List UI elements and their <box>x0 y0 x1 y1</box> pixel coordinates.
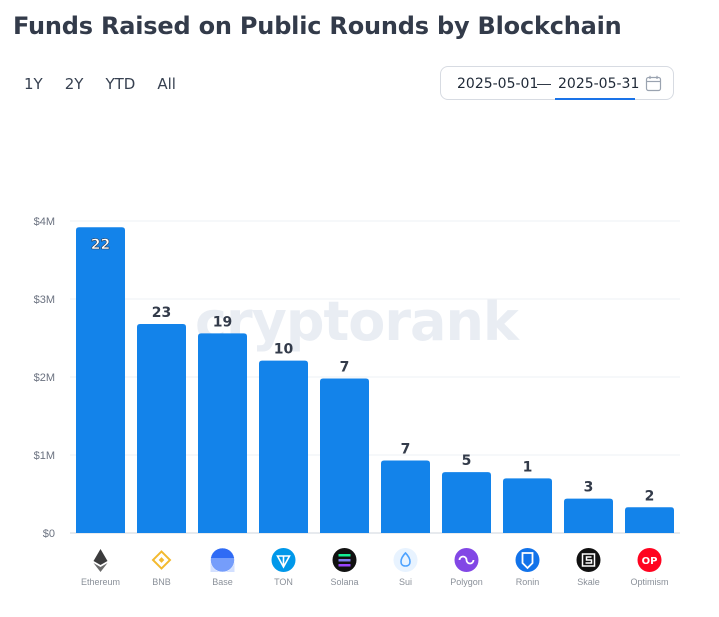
ethereum-icon <box>93 549 108 572</box>
bar-value-label: 22 <box>91 237 110 253</box>
x-tick-label: BNB <box>152 577 171 587</box>
x-tick-label: TON <box>274 577 293 587</box>
x-tick-label: Ethereum <box>81 577 120 587</box>
bar-bnb <box>137 323 186 533</box>
date-to-underline <box>555 98 635 100</box>
x-tick-label: Polygon <box>450 577 483 587</box>
range-2y-button[interactable]: 2Y <box>64 75 84 93</box>
x-tick-label: Ronin <box>516 577 540 587</box>
bar-value-label: 7 <box>401 441 411 457</box>
y-tick-label: $0 <box>43 528 55 540</box>
range-1y-button[interactable]: 1Y <box>24 75 43 93</box>
base-icon <box>210 547 235 573</box>
bar-ton <box>259 360 308 533</box>
date-range-picker[interactable]: 2025-05-01 — 2025-05-31 <box>440 66 674 100</box>
calendar-icon[interactable] <box>645 75 662 92</box>
ronin-icon <box>515 548 540 572</box>
bar-value-label: 1 <box>523 459 533 475</box>
y-tick-label: $4M <box>34 216 55 228</box>
bar-value-label: 5 <box>462 453 472 469</box>
sui-icon <box>393 548 418 572</box>
ton-icon <box>271 548 296 572</box>
x-tick-label: Solana <box>330 577 358 587</box>
y-tick-label: $1M <box>34 450 55 462</box>
range-ytd-button[interactable]: YTD <box>105 75 136 93</box>
optimism-icon: OP <box>637 548 662 572</box>
page-title: Funds Raised on Public Rounds by Blockch… <box>13 12 622 40</box>
bar-value-label: 19 <box>213 314 232 330</box>
skale-icon <box>576 548 601 572</box>
bar-skale <box>564 498 613 533</box>
bar-value-label: 7 <box>340 360 350 376</box>
watermark: cryptorank <box>195 290 519 353</box>
time-range-selector: 1Y 2Y YTD All <box>24 75 198 93</box>
x-tick-label: Optimism <box>631 577 669 587</box>
bnb-icon <box>151 550 172 570</box>
bar-ronin <box>503 478 552 533</box>
date-from-input[interactable]: 2025-05-01 <box>457 76 539 92</box>
bar-base <box>198 333 247 533</box>
y-tick-label: $2M <box>34 372 55 384</box>
bar-value-label: 3 <box>584 480 594 496</box>
polygon-icon <box>454 548 479 572</box>
date-to-input[interactable]: 2025-05-31 <box>558 76 640 92</box>
x-tick-label: Base <box>212 577 233 587</box>
bar-value-label: 23 <box>152 305 171 321</box>
solana-icon <box>332 548 357 572</box>
x-tick-label: Sui <box>399 577 412 587</box>
bar-polygon <box>442 472 491 533</box>
bar-sui <box>381 460 430 533</box>
date-separator: — <box>537 75 551 91</box>
y-tick-label: $3M <box>34 294 55 306</box>
svg-text:OP: OP <box>642 556 658 567</box>
bar-optimism <box>625 507 674 533</box>
range-all-button[interactable]: All <box>157 75 176 93</box>
bar-value-label: 2 <box>645 488 655 504</box>
bar-ethereum <box>76 227 125 534</box>
x-tick-label: Skale <box>577 577 600 587</box>
bar-solana <box>320 378 369 533</box>
bar-value-label: 10 <box>274 342 294 358</box>
